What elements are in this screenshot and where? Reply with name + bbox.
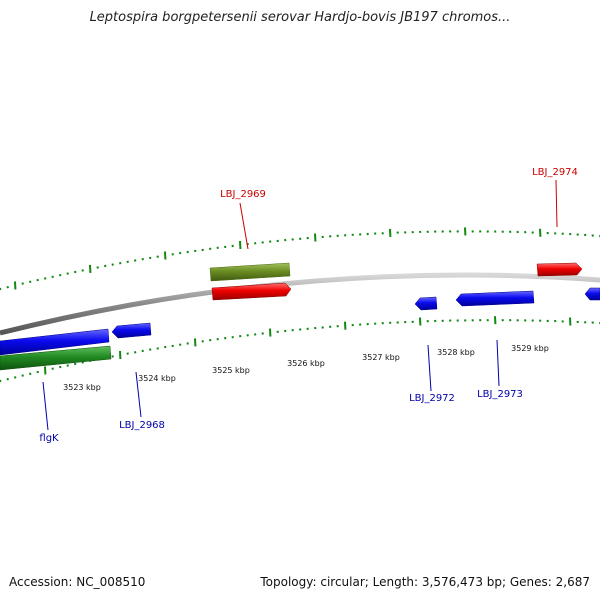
gene-label-flgk[interactable]: flgK xyxy=(39,433,59,444)
map-title: Leptospira borgpetersenii serovar Hardjo… xyxy=(89,10,511,25)
leader-line-lbj-2973 xyxy=(496,339,500,387)
scale-label: 3528 kbp xyxy=(437,348,475,357)
leader-line-lbj-2969 xyxy=(239,202,249,250)
gene-arrow-lbj-2972[interactable] xyxy=(414,296,438,311)
outer-tick-row xyxy=(0,227,600,291)
leader-line-flgk xyxy=(42,381,49,431)
scale-label: 3523 kbp xyxy=(63,383,101,392)
gene-arrow-lbj-2969[interactable] xyxy=(211,282,292,301)
gene-label-lbj-2969[interactable]: LBJ_2969 xyxy=(220,189,266,200)
topology-summary: Topology: circular; Length: 3,576,473 bp… xyxy=(260,575,590,589)
gene-arrow-right-edge[interactable] xyxy=(584,287,600,301)
gene-label-lbj-2974[interactable]: LBJ_2974 xyxy=(532,167,578,178)
gene-label-lbj-2972[interactable]: LBJ_2972 xyxy=(409,393,455,404)
scale-label: 3526 kbp xyxy=(287,359,325,368)
scale-label: 3529 kbp xyxy=(511,344,549,353)
leader-line-lbj-2974 xyxy=(555,179,558,228)
leader-line-lbj-2968 xyxy=(135,371,142,418)
gene-arrow-lbj-2973[interactable] xyxy=(455,290,535,307)
gene-arrow-lbj-2968[interactable] xyxy=(111,322,152,339)
inner-tick-row xyxy=(0,316,600,383)
gene-arrow-lbj-2974[interactable] xyxy=(536,262,583,277)
scale-label: 3527 kbp xyxy=(362,353,400,362)
gene-arrow-flgk[interactable] xyxy=(0,328,110,356)
feature-block-olive xyxy=(209,262,291,282)
scale-label: 3524 kbp xyxy=(138,374,176,383)
feature-block-green xyxy=(0,345,112,371)
leader-line-lbj-2972 xyxy=(427,344,432,392)
gene-label-lbj-2973[interactable]: LBJ_2973 xyxy=(477,389,523,400)
scale-label: 3525 kbp xyxy=(212,366,250,375)
accession-text: Accession: NC_008510 xyxy=(9,575,146,589)
backbone-arc xyxy=(0,272,600,336)
gene-label-lbj-2968[interactable]: LBJ_2968 xyxy=(119,420,165,431)
